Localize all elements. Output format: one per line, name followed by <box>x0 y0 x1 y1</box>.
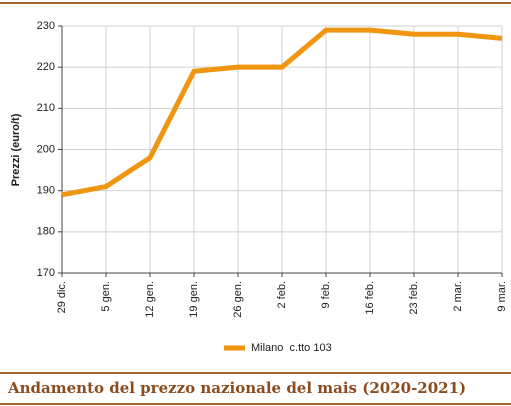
x-tick-label: 5 gen. <box>100 281 112 312</box>
x-tick-label: 26 gen. <box>232 281 244 318</box>
x-tick-label: 23 feb. <box>408 281 420 315</box>
x-tick-label: 19 gen. <box>188 281 200 318</box>
x-tick-label: 12 gen. <box>144 281 156 318</box>
x-tick-label: 9 mar. <box>496 281 508 312</box>
y-tick-label: 230 <box>37 20 55 32</box>
y-axis-label: Prezzi (euro/t) <box>10 113 22 186</box>
series-line <box>61 27 503 198</box>
y-tick-label: 200 <box>37 143 55 155</box>
y-tick-label: 170 <box>37 267 55 279</box>
y-tick-label: 190 <box>37 185 55 197</box>
x-tick-label: 29 dic. <box>56 281 68 313</box>
x-tick-label: 2 feb. <box>276 281 288 309</box>
legend-label: Milano c.tto 103 <box>251 342 332 354</box>
y-tick-label: 220 <box>37 61 55 73</box>
x-tick-label: 2 mar. <box>452 281 464 312</box>
y-tick-label: 180 <box>37 226 55 238</box>
x-tick-label: 9 feb. <box>320 281 332 309</box>
x-tick-label: 16 feb. <box>364 281 376 315</box>
y-tick-label: 210 <box>37 102 55 114</box>
chart-title: Andamento del prezzo nazionale del mais … <box>7 379 466 397</box>
